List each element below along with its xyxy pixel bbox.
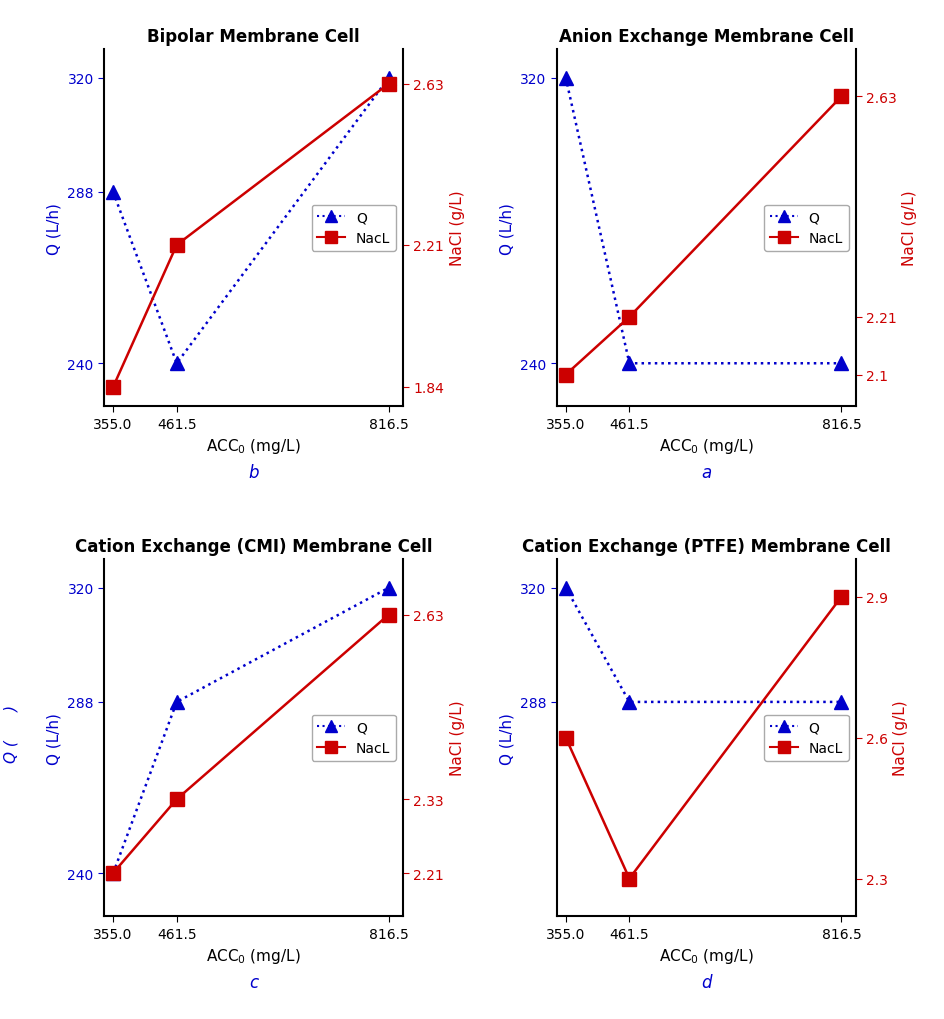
Q — [382, 72, 394, 85]
NacL — [560, 732, 571, 744]
Legend: Q, NacL: Q, NacL — [764, 206, 848, 252]
NacL — [623, 872, 634, 884]
Y-axis label: Q (L/h): Q (L/h) — [499, 203, 514, 255]
Q — [834, 358, 846, 370]
Text: d: d — [700, 973, 711, 991]
Text: c: c — [248, 973, 258, 991]
NacL — [382, 78, 394, 91]
Q — [623, 358, 634, 370]
Text: b: b — [248, 464, 259, 482]
Text: a: a — [700, 464, 711, 482]
Legend: Q, NacL: Q, NacL — [312, 206, 396, 252]
Q — [834, 696, 846, 708]
Y-axis label: NaCl (g/L): NaCl (g/L) — [892, 700, 907, 775]
Title: Cation Exchange (CMI) Membrane Cell: Cation Exchange (CMI) Membrane Cell — [75, 537, 431, 555]
Q — [560, 582, 571, 594]
NacL — [108, 381, 119, 393]
Q — [382, 582, 394, 594]
Q — [623, 696, 634, 708]
X-axis label: ACC$_0$ (mg/L): ACC$_0$ (mg/L) — [206, 947, 300, 965]
NacL — [382, 608, 394, 621]
Y-axis label: NaCl (g/L): NaCl (g/L) — [449, 191, 464, 266]
X-axis label: ACC$_0$ (mg/L): ACC$_0$ (mg/L) — [658, 437, 752, 455]
NacL — [171, 793, 182, 805]
Legend: Q, NacL: Q, NacL — [312, 715, 396, 761]
Q — [560, 72, 571, 85]
X-axis label: ACC$_0$ (mg/L): ACC$_0$ (mg/L) — [658, 947, 752, 965]
Line: NacL: NacL — [558, 590, 848, 886]
NacL — [623, 312, 634, 324]
Text: Q (      ): Q ( ) — [4, 705, 19, 762]
Line: Q: Q — [106, 581, 396, 880]
NacL — [560, 369, 571, 381]
Y-axis label: Q (L/h): Q (L/h) — [498, 712, 514, 764]
NacL — [108, 867, 119, 879]
Title: Cation Exchange (PTFE) Membrane Cell: Cation Exchange (PTFE) Membrane Cell — [521, 537, 889, 555]
Title: Bipolar Membrane Cell: Bipolar Membrane Cell — [147, 28, 360, 46]
NacL — [171, 239, 182, 252]
Y-axis label: NaCl (g/L): NaCl (g/L) — [449, 700, 464, 775]
X-axis label: ACC$_0$ (mg/L): ACC$_0$ (mg/L) — [206, 437, 300, 455]
Line: NacL: NacL — [106, 77, 396, 394]
NacL — [834, 91, 846, 103]
Line: Q: Q — [558, 581, 848, 709]
Line: Q: Q — [558, 71, 848, 371]
Y-axis label: NaCl (g/L): NaCl (g/L) — [902, 191, 917, 266]
NacL — [834, 591, 846, 603]
Y-axis label: Q (L/h): Q (L/h) — [46, 203, 61, 255]
Q — [108, 186, 119, 199]
Line: NacL: NacL — [106, 608, 396, 880]
Y-axis label: Q (L/h): Q (L/h) — [46, 712, 61, 764]
Legend: Q, NacL: Q, NacL — [764, 715, 848, 761]
Title: Anion Exchange Membrane Cell: Anion Exchange Membrane Cell — [558, 28, 852, 46]
Q — [171, 696, 182, 708]
Q — [171, 358, 182, 370]
Line: NacL: NacL — [558, 91, 848, 382]
Q — [108, 867, 119, 879]
Line: Q: Q — [106, 71, 396, 371]
